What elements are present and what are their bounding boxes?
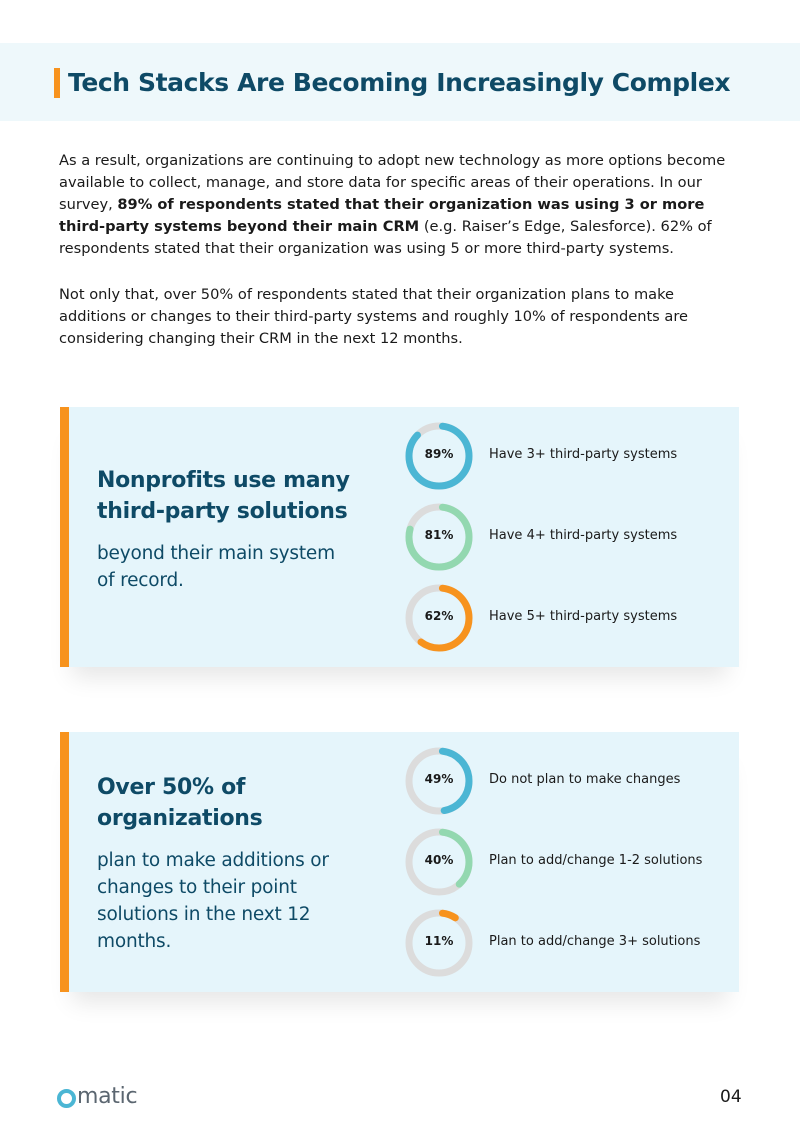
stat-row: 11% Plan to add/change 3+ solutions	[404, 908, 724, 980]
stat-panel-planned-changes: Over 50% of organizations plan to make a…	[60, 732, 739, 992]
stat-row: 89% Have 3+ third-party systems	[404, 421, 724, 493]
donut-arc	[405, 422, 473, 490]
intro-paragraph-1: As a result, organizations are continuin…	[59, 150, 744, 260]
page-number: 04	[720, 1087, 742, 1107]
panel-accent-bar	[60, 407, 69, 667]
omatic-logo: matic	[57, 1084, 147, 1111]
omatic-ring-icon	[57, 1089, 76, 1108]
donut-percent: 40%	[424, 853, 454, 867]
donut-percent: 62%	[424, 609, 454, 623]
stat-text: Plan to add/change 1-2 solutions	[489, 853, 703, 868]
stat-row: 49% Do not plan to make changes	[404, 746, 724, 818]
stat-text: Plan to add/change 3+ solutions	[489, 934, 701, 949]
logo-text: matic	[77, 1084, 138, 1109]
donut-arc	[405, 747, 473, 815]
donut-percent: 49%	[424, 772, 454, 786]
donut-percent: 11%	[424, 934, 454, 948]
donut-chart	[405, 503, 473, 571]
header-accent-bar	[54, 68, 60, 98]
donut-percent: 89%	[424, 447, 454, 461]
stat-row: 81% Have 4+ third-party systems	[404, 502, 724, 574]
panel-heading: Nonprofits use many third-party solution…	[97, 468, 350, 524]
donut-arc	[405, 909, 473, 977]
donut-chart	[405, 584, 473, 652]
panel-subheading: beyond their main system of record.	[97, 543, 335, 591]
donut-chart	[405, 909, 473, 977]
donut-chart	[405, 422, 473, 490]
intro-paragraph-2: Not only that, over 50% of respondents s…	[59, 286, 689, 347]
donut-arc	[405, 584, 473, 652]
stat-row: 62% Have 5+ third-party systems	[404, 583, 724, 655]
donut-chart	[405, 747, 473, 815]
intro-p1-start: As a result, organizations are continuin…	[59, 152, 726, 213]
stat-panel-third-party: Nonprofits use many third-party solution…	[60, 407, 739, 667]
panel-accent-bar	[60, 732, 69, 992]
intro-p1-bold: 89% of respondents stated that their org…	[59, 196, 705, 235]
stat-row: 40% Plan to add/change 1-2 solutions	[404, 827, 724, 899]
donut-chart	[405, 828, 473, 896]
stat-text: Have 4+ third-party systems	[489, 528, 678, 543]
stat-text: Have 5+ third-party systems	[489, 609, 678, 624]
donut-percent: 81%	[424, 528, 454, 542]
stat-text: Do not plan to make changes	[489, 772, 681, 787]
intro-p1-end: (e.g. Raiser’s Edge, Salesforce). 62% of…	[59, 218, 712, 257]
stat-text: Have 3+ third-party systems	[489, 447, 678, 462]
panel-heading: Over 50% of organizations	[97, 775, 263, 831]
donut-arc	[405, 503, 473, 571]
header-band	[0, 43, 800, 121]
donut-arc	[405, 828, 473, 896]
page-title: Tech Stacks Are Becoming Increasingly Co…	[68, 68, 731, 97]
panel-subheading: plan to make additions or changes to the…	[97, 850, 329, 952]
